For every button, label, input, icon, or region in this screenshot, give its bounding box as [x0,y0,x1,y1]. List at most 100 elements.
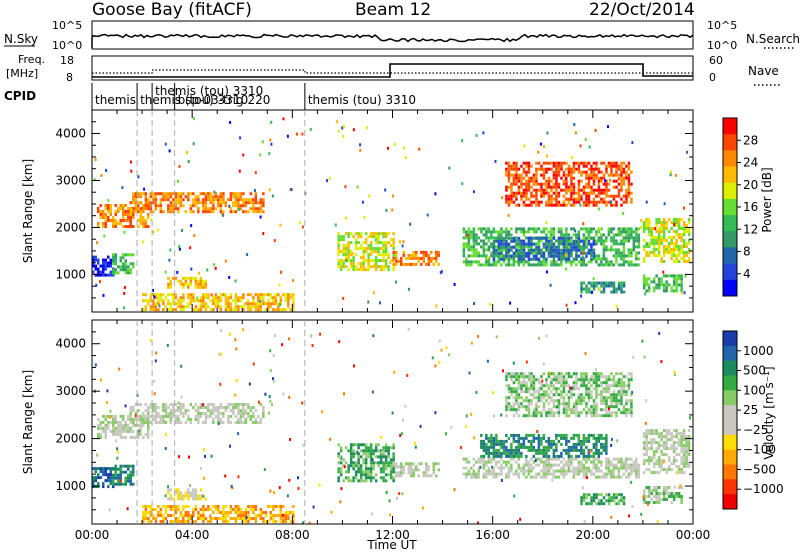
noise-left-tick-top: 10^5 [52,19,82,32]
echo-region [580,493,626,506]
echo-region [167,276,208,289]
cpid-entry: bsp-03-trig 220 [178,93,271,107]
y-tick-label: 4000 [55,126,86,140]
x-tick-label: 12:00 [375,528,410,542]
colorbar-tick-label: 8 [743,245,751,259]
colorbar-frame [722,330,738,510]
colorbar-segment [723,434,737,450]
colorbar-tick-label: −100 [743,443,776,457]
noise-right-tick-top: 10^5 [707,19,737,32]
velocity-panel: 1000 2000 3000 4000 00:00 04:00 08:00 12:00 16:0… [21,319,711,552]
cpid-entry: themis (tou) 3310 [308,93,416,107]
colorbar-tick-label: 24 [743,156,758,170]
colorbar-segment [723,420,737,436]
x-tick-label: 04:00 [175,528,210,542]
colorbar-segment [723,464,737,480]
colorbar-segment [723,494,737,510]
colorbar-segment [723,118,737,135]
power-ylabel: Slant Range [km] [21,159,35,263]
power-axes: 1000 2000 3000 4000 [55,109,694,312]
noise-left-label: N.Sky [4,32,38,46]
echo-region [112,464,135,486]
cpid-entry: themis (tou) 3310 [140,93,248,107]
colorbar-segment [723,182,737,200]
colorbar-segment [723,134,737,151]
power-panel: 1000 2000 3000 4000 Slant Range [km] [21,109,694,313]
colorbar-tick-label: 16 [743,200,758,214]
colorbar-tick-label: 20 [743,178,758,192]
nave-label: Nave [748,64,779,78]
echo-region [142,505,295,523]
echo-region [92,467,115,489]
echo-region [92,255,115,277]
cpid-label: CPID [4,89,36,103]
colorbar-segment [723,449,737,465]
echo-region [167,488,208,501]
noise-left-tick-bottom: 10^0 [52,39,82,52]
cpid-row: CPID themis themis (tou) 3310 themis (tou)… [4,83,416,110]
echo-region [642,218,691,263]
colorbar-tick-label: 28 [743,133,758,147]
freq-tick-bottom: 8 [66,71,73,84]
velocity-ylabel: Slant Range [km] [21,370,35,474]
nave-line [92,69,693,74]
echo-region [142,293,295,312]
echo-region [480,433,608,458]
colorbar-tick-label: −1000 [743,482,784,496]
noise-right-label: N.Search [746,32,800,46]
noise-panel: N.Sky 10^5 10^0 10^5 10^0 N.Search [4,19,800,52]
colorbar-segment [723,479,737,495]
time-xlabel: Time UT [366,538,417,552]
y-tick-label: 1000 [55,267,86,281]
freq-label-2: [MHz] [6,67,38,80]
colorbar-segment [723,360,737,376]
colorbar-segment [723,198,737,216]
echo-region [462,457,641,479]
power-colorbar: Power [dB] 28 24 20 16 12 8 4 [722,117,774,297]
x-tick-label: 20:00 [576,528,611,542]
beam-title: Beam 12 [355,0,431,20]
echo-region [392,250,440,266]
colorbar-segment [723,375,737,391]
echo-region [97,204,150,228]
cpid-entry: themis [95,93,136,107]
station-title: Goose Bay (fitACF) [92,0,252,20]
y-tick-label: 4000 [55,337,86,351]
echo-region [129,403,265,424]
echo-region [642,274,683,293]
colorbar-segment [723,390,737,406]
x-tick-label: 00:00 [75,528,110,542]
colorbar-tick-label: 4 [743,267,751,281]
echo-region [112,253,135,275]
frequency-line [92,63,693,78]
echo-region [505,161,633,207]
colorbar-segment [723,247,737,264]
echo-speckle [93,117,689,310]
nave-tick-bottom: 0 [709,71,716,84]
colorbar-segment [723,331,737,347]
colorbar-segment [723,150,737,167]
colorbar-segment [723,166,737,184]
echo-region [580,281,626,294]
echo-region [492,236,596,261]
colorbar-tick-label: 500 [743,364,766,378]
freq-panel: Freq. [MHz] 18 8 60 0 Nave [6,53,782,86]
noise-right-tick-bottom: 10^0 [707,39,737,52]
freq-tick-top: 18 [60,54,74,67]
colorbar-tick-label: −25 [743,423,768,437]
echo-region [392,462,440,478]
y-tick-label: 1000 [55,479,86,493]
x-tick-label: 00:00 [676,528,711,542]
colorbar-tick-label: 25 [743,403,758,417]
echo-region [129,192,265,214]
colorbar-segment [723,279,737,297]
colorbar-tick-label: 1000 [743,344,774,358]
power-colorbar-label: Power [dB] [760,167,774,232]
y-tick-label: 2000 [55,220,86,234]
x-tick-label: 16:00 [475,528,510,542]
y-tick-label: 3000 [55,384,86,398]
x-tick-label: 08:00 [275,528,310,542]
colorbar-segment [723,215,737,232]
velocity-colorbar: Velocity [m s⁻¹] 1000 500 100 25 −25 −100 −500… [722,330,784,510]
